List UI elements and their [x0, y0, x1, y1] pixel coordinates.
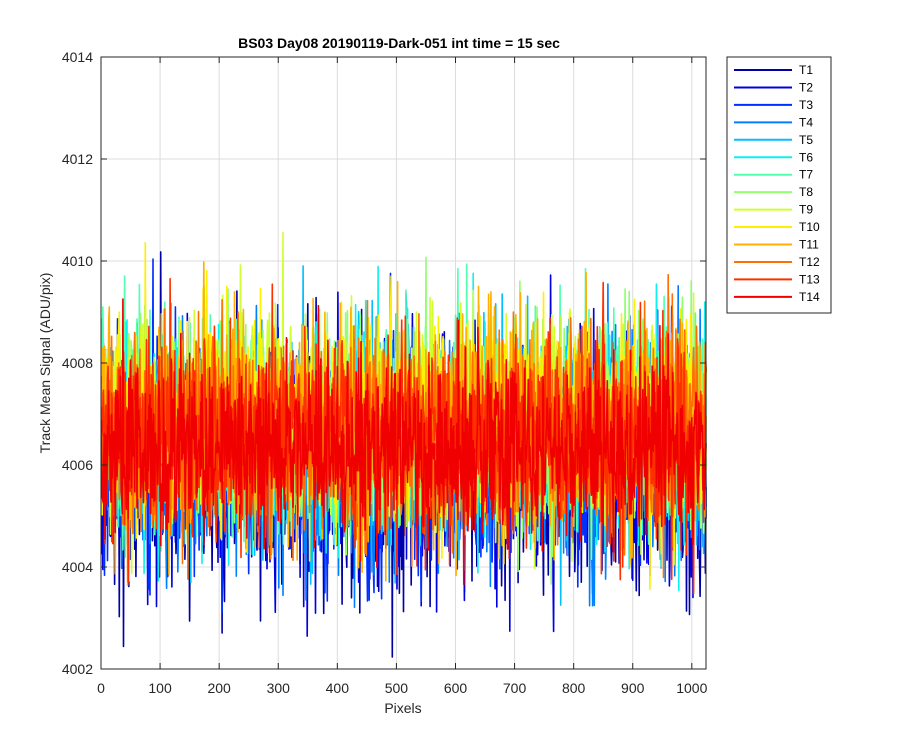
x-tick-label: 600: [444, 680, 468, 696]
legend-label-t11: T11: [799, 238, 819, 252]
legend-label-t5: T5: [799, 133, 813, 147]
legend-label-t13: T13: [799, 272, 820, 286]
legend-label-t9: T9: [799, 203, 813, 217]
y-tick-label: 4004: [62, 559, 93, 575]
y-tick-label: 4014: [62, 49, 93, 65]
y-tick-label: 4002: [62, 661, 93, 677]
axis-ticks: 0 100 200 300 400 500 600 700 800 900 1000 4002 4004…: [62, 49, 708, 696]
y-axis-label: Track Mean Signal (ADU/pix): [37, 273, 53, 454]
legend: T1 T2 T3 T4 T5 T6 T7 T8 T9 T10 T11 T12 T13 T14: [726, 56, 832, 314]
legend-label-t10: T10: [799, 220, 820, 234]
x-tick-label: 200: [207, 680, 231, 696]
y-tick-label: 4010: [62, 253, 93, 269]
x-tick-label: 400: [326, 680, 350, 696]
legend-label-t12: T12: [799, 255, 820, 269]
legend-label-t6: T6: [799, 150, 813, 164]
legend-label-t3: T3: [799, 98, 813, 112]
series-line-t14: [100, 298, 707, 586]
chart-title: BS03 Day08 20190119-Dark-051 int time = …: [238, 35, 560, 51]
x-tick-label: 900: [621, 680, 645, 696]
legend-label-t7: T7: [799, 168, 813, 182]
series-layer: [100, 231, 707, 658]
x-tick-label: 300: [267, 680, 291, 696]
x-tick-label: 0: [97, 680, 105, 696]
legend-label-t8: T8: [799, 185, 813, 199]
x-tick-label: 700: [503, 680, 527, 696]
legend-label-t14: T14: [799, 290, 820, 304]
y-tick-label: 4012: [62, 151, 93, 167]
legend-label-t2: T2: [799, 80, 813, 94]
legend-label-t1: T1: [799, 63, 813, 77]
x-tick-label: 1000: [676, 680, 707, 696]
x-tick-label: 500: [385, 680, 409, 696]
y-tick-label: 4006: [62, 457, 93, 473]
x-tick-label: 100: [148, 680, 172, 696]
x-tick-label: 800: [562, 680, 586, 696]
x-axis-label: Pixels: [384, 700, 421, 716]
legend-label-t4: T4: [799, 115, 813, 129]
legend-box: [726, 56, 832, 314]
y-tick-label: 4008: [62, 355, 93, 371]
